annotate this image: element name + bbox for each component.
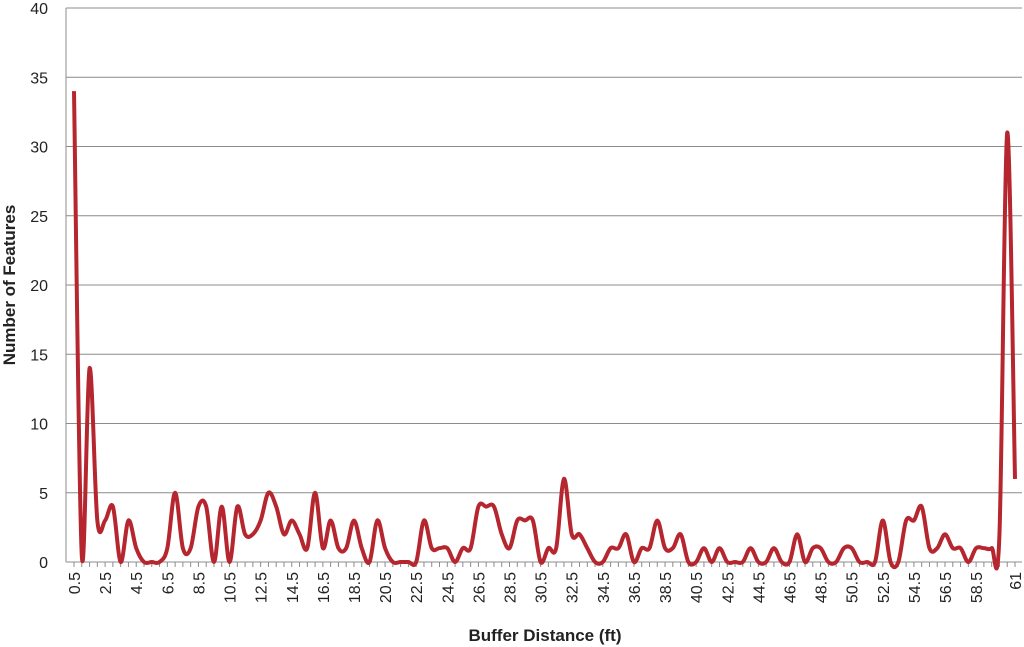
x-tick-label: 8.5 xyxy=(191,572,208,594)
y-tick-label: 35 xyxy=(30,70,48,87)
x-tick-label: 32.5 xyxy=(565,572,582,603)
x-tick-label: 61 xyxy=(1008,572,1024,590)
x-tick-label: 36.5 xyxy=(627,572,644,603)
x-tick-label: 48.5 xyxy=(814,572,831,603)
x-axis-label: Buffer Distance (ft) xyxy=(468,626,621,645)
x-tick-label: 56.5 xyxy=(938,572,955,603)
x-tick-label: 6.5 xyxy=(160,572,177,594)
y-axis-label: Number of Features xyxy=(0,205,19,366)
y-tick-label: 15 xyxy=(30,347,48,364)
x-tick-label: 44.5 xyxy=(751,572,768,603)
x-tick-label: 20.5 xyxy=(378,572,395,603)
x-tick-label: 50.5 xyxy=(845,572,862,603)
x-tick-label: 54.5 xyxy=(907,572,924,603)
x-tick-label: 46.5 xyxy=(782,572,799,603)
y-tick-label: 40 xyxy=(30,1,48,18)
data-line xyxy=(72,91,1017,571)
x-tick-label: 40.5 xyxy=(689,572,706,603)
y-tick-label: 10 xyxy=(30,417,48,434)
x-tick-label: 10.5 xyxy=(223,572,240,603)
x-tick-label: 14.5 xyxy=(285,572,302,603)
x-tick-label: 30.5 xyxy=(534,572,551,603)
x-tick-label: 2.5 xyxy=(98,572,115,594)
x-tick-label: 0.5 xyxy=(67,572,84,594)
x-tick-label: 42.5 xyxy=(720,572,737,603)
x-tick-label: 28.5 xyxy=(503,572,520,603)
x-tick-label: 18.5 xyxy=(347,572,364,603)
x-tick-label: 58.5 xyxy=(969,572,986,603)
y-tick-label: 25 xyxy=(30,209,48,226)
x-tick-label: 26.5 xyxy=(471,572,488,603)
y-tick-label: 0 xyxy=(39,555,48,572)
x-tick-label: 22.5 xyxy=(409,572,426,603)
x-tick-label: 34.5 xyxy=(596,572,613,603)
y-tick-label: 20 xyxy=(30,278,48,295)
x-tick-label: 16.5 xyxy=(316,572,333,603)
y-tick-label: 5 xyxy=(39,486,48,503)
x-tick-label: 24.5 xyxy=(440,572,457,603)
x-tick-label: 12.5 xyxy=(254,572,271,603)
x-tick-label: 4.5 xyxy=(129,572,146,594)
y-tick-label: 30 xyxy=(30,140,48,157)
x-tick-label: 38.5 xyxy=(658,572,675,603)
x-tick-label: 52.5 xyxy=(876,572,893,603)
